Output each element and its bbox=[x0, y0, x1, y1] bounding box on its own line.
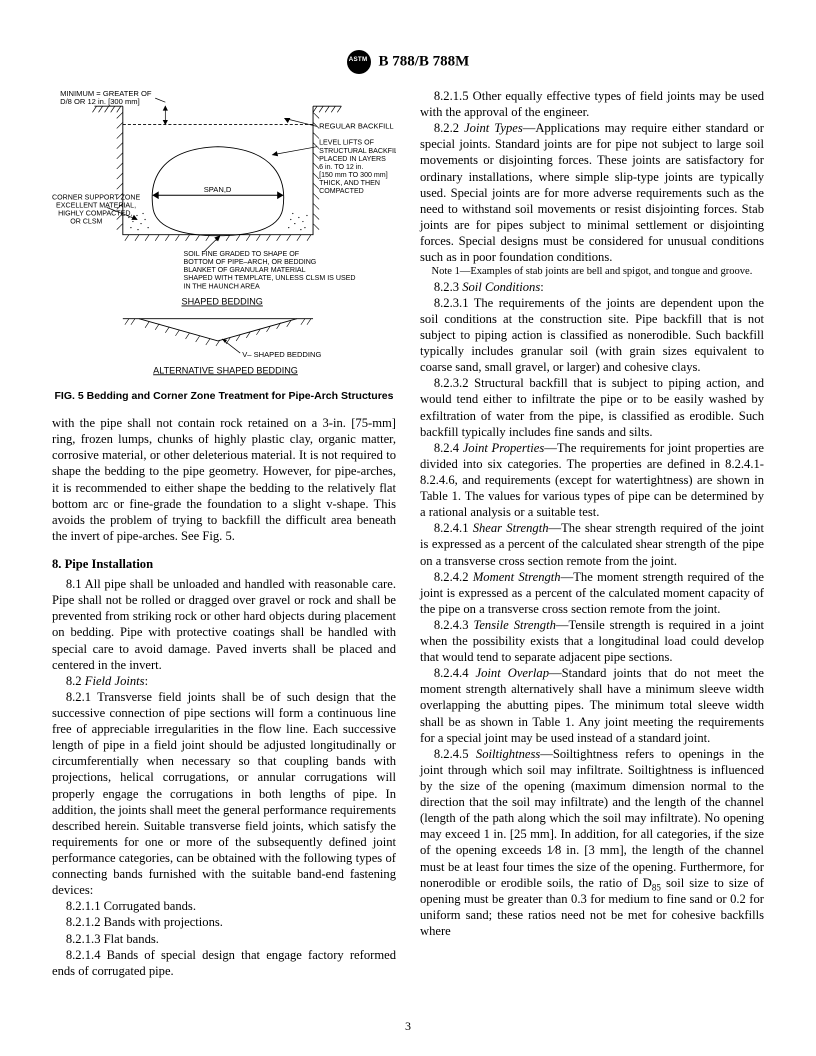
svg-text:THICK, AND THEN: THICK, AND THEN bbox=[319, 179, 380, 187]
svg-text:D/8 OR 12 in. [300 mm]: D/8 OR 12 in. [300 mm] bbox=[60, 97, 140, 106]
svg-text:PLACED IN LAYERS: PLACED IN LAYERS bbox=[319, 155, 386, 163]
para-8-2-2: 8.2.2 Joint Types—Applications may requi… bbox=[420, 120, 764, 265]
para-8-2-4-1: 8.2.4.1 Shear Strength—The shear strengt… bbox=[420, 520, 764, 568]
svg-text:CORNER SUPPORT ZONE: CORNER SUPPORT ZONE bbox=[52, 193, 141, 201]
para-8-2-1-1: 8.2.1.1 Corrugated bands. bbox=[52, 898, 396, 914]
para-7-end: with the pipe shall not contain rock ret… bbox=[52, 415, 396, 544]
figure-5-svg: MINIMUM = GREATER OF D/8 OR 12 in. [300 … bbox=[52, 88, 396, 381]
svg-text:BOTTOM OF PIPE–ARCH, OR BEDDIN: BOTTOM OF PIPE–ARCH, OR BEDDING bbox=[184, 258, 317, 266]
para-8-1: 8.1 All pipe shall be unloaded and handl… bbox=[52, 576, 396, 673]
svg-text:ALTERNATIVE SHAPED BEDDING: ALTERNATIVE SHAPED BEDDING bbox=[153, 365, 298, 375]
svg-text:BLANKET OF GRANULAR MATERIAL: BLANKET OF GRANULAR MATERIAL bbox=[184, 266, 306, 274]
svg-text:[150 mm TO 300 mm]: [150 mm TO 300 mm] bbox=[319, 171, 388, 179]
para-8-2-1-5: 8.2.1.5 Other equally effective types of… bbox=[420, 88, 764, 120]
para-8-2-1-3: 8.2.1.3 Flat bands. bbox=[52, 931, 396, 947]
para-8-2-4-2: 8.2.4.2 Moment Strength—The moment stren… bbox=[420, 569, 764, 617]
para-8-2-4-5: 8.2.4.5 Soiltightness—Soiltightness refe… bbox=[420, 746, 764, 939]
figure-5: MINIMUM = GREATER OF D/8 OR 12 in. [300 … bbox=[52, 88, 396, 403]
para-8-2-3: 8.2.3 Soil Conditions: bbox=[420, 279, 764, 295]
svg-text:6 in. TO 12 in.: 6 in. TO 12 in. bbox=[319, 163, 363, 171]
para-8-2-3-2: 8.2.3.2 Structural backfill that is subj… bbox=[420, 375, 764, 439]
svg-text:REGULAR BACKFILL: REGULAR BACKFILL bbox=[319, 121, 394, 130]
svg-text:HIGHLY COMPACTED,: HIGHLY COMPACTED, bbox=[58, 209, 132, 217]
para-8-2-4-3: 8.2.4.3 Tensile Strength—Tensile strengt… bbox=[420, 617, 764, 665]
standard-designation: B 788/B 788M bbox=[378, 53, 469, 69]
page-number: 3 bbox=[0, 1019, 816, 1034]
para-8-2-4: 8.2.4 Joint Properties—The requirements … bbox=[420, 440, 764, 521]
svg-text:EXCELLENT MATERIAL,: EXCELLENT MATERIAL, bbox=[56, 201, 136, 209]
svg-text:V– SHAPED BEDDING: V– SHAPED BEDDING bbox=[242, 350, 321, 359]
para-8-2: 8.2 Field Joints: bbox=[52, 673, 396, 689]
body-columns: MINIMUM = GREATER OF D/8 OR 12 in. [300 … bbox=[52, 88, 764, 988]
svg-text:OR CLSM: OR CLSM bbox=[70, 218, 102, 226]
para-8-2-1: 8.2.1 Transverse field joints shall be o… bbox=[52, 689, 396, 898]
para-8-2-1-4: 8.2.1.4 Bands of special design that eng… bbox=[52, 947, 396, 979]
svg-text:SHAPED WITH TEMPLATE, UNLESS C: SHAPED WITH TEMPLATE, UNLESS CLSM IS USE… bbox=[184, 274, 356, 282]
para-8-2-4-4: 8.2.4.4 Joint Overlap—Standard joints th… bbox=[420, 665, 764, 746]
page-header: B 788/B 788M bbox=[52, 50, 764, 74]
svg-text:LEVEL LIFTS OF: LEVEL LIFTS OF bbox=[319, 139, 374, 147]
svg-text:SOIL FINE GRADED TO SHAPE OF: SOIL FINE GRADED TO SHAPE OF bbox=[184, 250, 300, 258]
para-8-2-3-1: 8.2.3.1 The requirements of the joints a… bbox=[420, 295, 764, 376]
figure-5-caption: FIG. 5 Bedding and Corner Zone Treatment… bbox=[52, 390, 396, 404]
svg-text:SPAN,D: SPAN,D bbox=[204, 185, 232, 194]
para-8-2-1-2: 8.2.1.2 Bands with projections. bbox=[52, 914, 396, 930]
svg-text:SHAPED BEDDING: SHAPED BEDDING bbox=[182, 297, 263, 307]
svg-text:IN THE HAUNCH AREA: IN THE HAUNCH AREA bbox=[184, 282, 260, 290]
heading-8: 8. Pipe Installation bbox=[52, 556, 396, 572]
astm-logo-icon bbox=[347, 50, 371, 74]
svg-text:STRUCTURAL BACKFILL,: STRUCTURAL BACKFILL, bbox=[319, 147, 396, 155]
svg-text:COMPACTED: COMPACTED bbox=[319, 187, 364, 195]
note-1: Note 1—Examples of stab joints are bell … bbox=[420, 265, 764, 278]
